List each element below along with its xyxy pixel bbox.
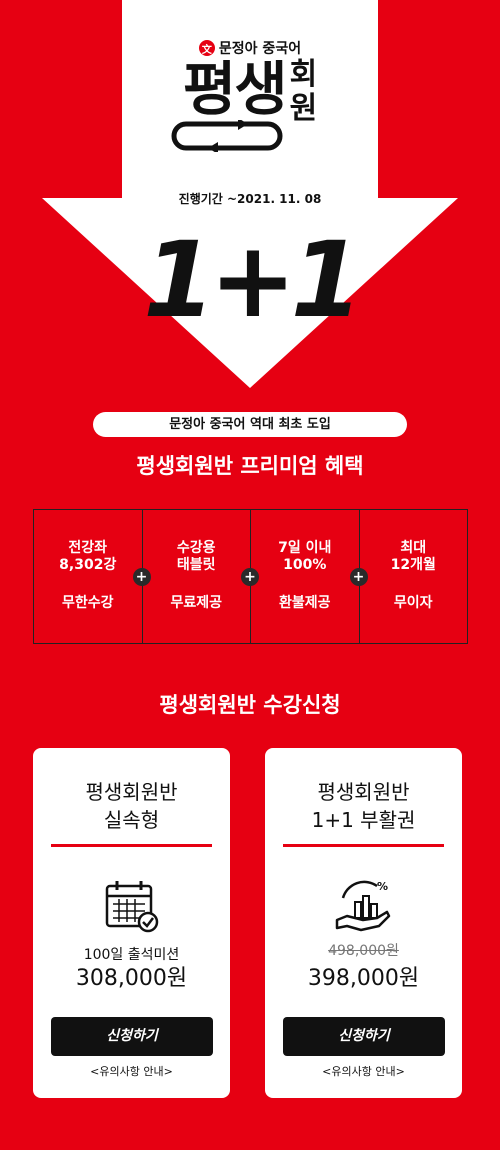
brand-header: 文 문정아 중국어 xyxy=(0,38,500,58)
promo-period: 진행기간 ~2021. 11. 08 xyxy=(178,192,322,206)
plus-icon: + xyxy=(349,568,368,586)
plan-card-title: 평생회원반 실속형 xyxy=(33,778,230,834)
plan-card-price: 308,000원 xyxy=(75,966,188,991)
notice-link[interactable]: <유의사항 안내> xyxy=(322,1065,405,1078)
growth-chart-hand-icon: % xyxy=(335,880,391,932)
plan-card-title: 평생회원반 1+1 부활권 xyxy=(265,778,462,834)
notice-link[interactable]: <유의사항 안내> xyxy=(90,1065,173,1078)
benefit-title: 7일 이내 100% xyxy=(278,540,332,573)
svg-text:%: % xyxy=(377,880,388,893)
benefit-refund: 7일 이내 100% 환불제공 + xyxy=(251,510,368,643)
brand-logo-icon: 文 xyxy=(198,40,215,56)
plan-card-original-price: 498,000원 xyxy=(328,943,399,959)
plan-card-basic: 평생회원반 실속형 100일 출석미션 308,000원 신청하기 <유의사항 … xyxy=(33,748,230,1098)
hero-title: 평생 회 원 xyxy=(0,58,500,126)
plus-icon: + xyxy=(132,568,151,586)
apply-button[interactable]: 신청하기 xyxy=(283,1017,445,1056)
hero-arrow-shape xyxy=(42,0,458,388)
plus-icon: + xyxy=(241,568,259,586)
benefits-grid: 전강좌 8,302강 무한수강 + 수강용 태블릿 무료제공 + 7일 이내 1… xyxy=(33,509,468,644)
premium-benefits-heading: 평생회원반 프리미엄 혜택 xyxy=(136,454,364,478)
hero-title-side-2: 원 xyxy=(289,91,318,126)
benefit-label: 무료제공 xyxy=(170,595,223,611)
loop-arrows-icon xyxy=(171,120,283,152)
divider xyxy=(283,844,444,847)
plan-card-revival: 평생회원반 1+1 부활권 % 498,000원 398,000원 신청하기 <… xyxy=(265,748,462,1098)
calendar-check-icon xyxy=(105,881,159,933)
benefit-title: 전강좌 8,302강 xyxy=(59,540,117,573)
one-plus-one-text: 1+1 xyxy=(143,219,363,341)
first-introduction-pill: 문정아 중국어 역대 최초 도입 xyxy=(93,412,407,437)
hero-title-side: 회 원 xyxy=(290,58,318,126)
benefit-title: 최대 12개월 xyxy=(390,540,436,573)
hero-title-side-1: 회 xyxy=(289,57,318,92)
signup-heading: 평생회원반 수강신청 xyxy=(159,693,341,717)
brand-name: 문정아 중국어 xyxy=(218,41,302,57)
benefit-label: 무이자 xyxy=(393,595,433,611)
benefit-unlimited-lectures: 전강좌 8,302강 무한수강 + xyxy=(34,510,151,643)
benefit-label: 환불제공 xyxy=(278,595,331,611)
plan-card-title-line2: 1+1 부활권 xyxy=(311,808,416,832)
plan-card-title-line2: 실속형 xyxy=(103,808,160,832)
benefit-label: 무한수강 xyxy=(61,595,114,611)
plan-card-condition: 100일 출석미션 xyxy=(83,947,180,963)
plan-card-title-line1: 평생회원반 xyxy=(85,780,178,804)
plan-card-title-line1: 평생회원반 xyxy=(317,780,410,804)
plan-card-price: 398,000원 xyxy=(307,966,420,991)
divider xyxy=(51,844,212,847)
benefit-interest-free: 최대 12개월 무이자 xyxy=(360,510,468,643)
benefit-title: 수강용 태블릿 xyxy=(176,540,216,573)
hero-title-main: 평생 xyxy=(182,55,288,123)
apply-button[interactable]: 신청하기 xyxy=(51,1017,213,1056)
benefit-free-tablet: 수강용 태블릿 무료제공 + xyxy=(143,510,259,643)
